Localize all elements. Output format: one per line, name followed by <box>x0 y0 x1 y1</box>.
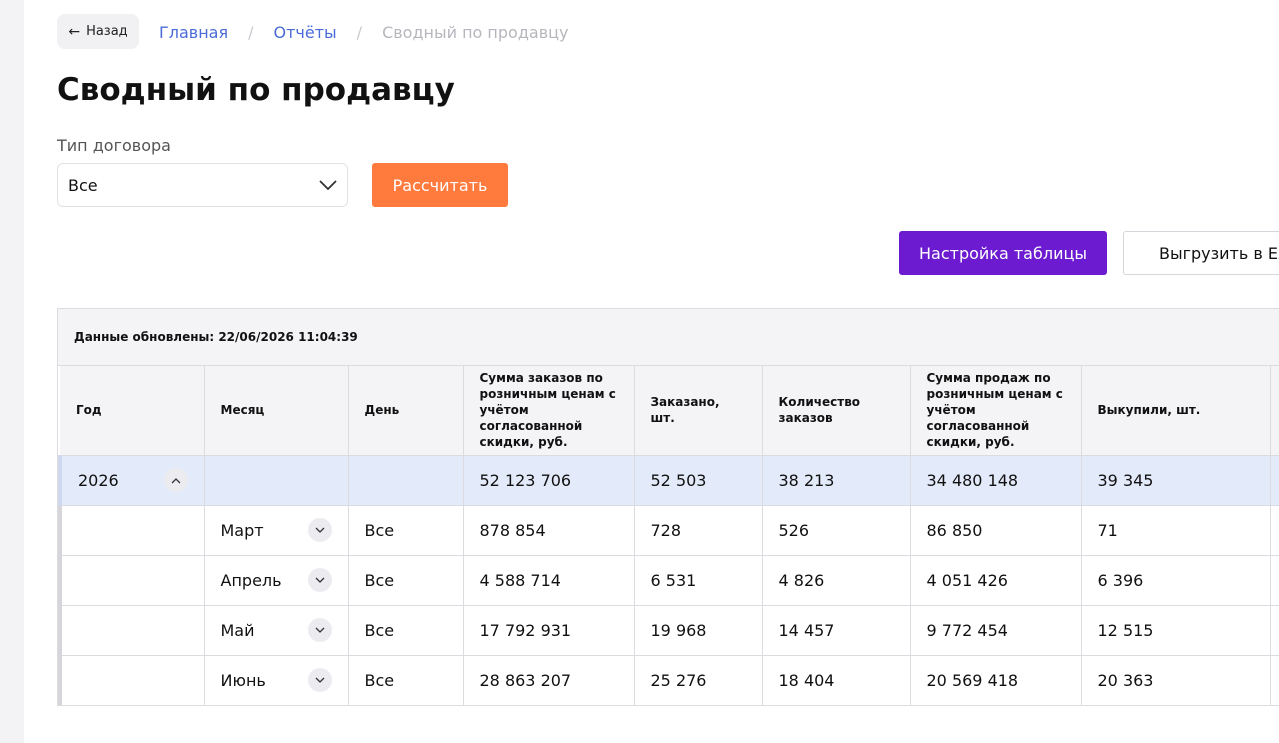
chevron-up-icon <box>171 477 180 483</box>
year-cell <box>58 505 205 556</box>
ordered-qty-cell: 19 968 <box>634 605 763 656</box>
sales-sum-cell: 34 480 148 <box>910 455 1082 506</box>
calculate-button[interactable]: Рассчитать <box>372 163 508 207</box>
header-orders-sum[interactable]: Сумма заказов по розничным ценам с учёто… <box>463 366 635 456</box>
breadcrumb-current: Сводный по продавцу <box>382 22 569 42</box>
day-cell: Все <box>348 505 464 556</box>
year-value: 2026 <box>78 470 119 490</box>
ordered-qty-cell: 52 503 <box>634 455 763 506</box>
main-content: ← Назад Главная / Отчёты / Сводный по пр… <box>24 0 1279 743</box>
orders-sum-cell: 28 863 207 <box>463 655 635 705</box>
overflow-cell <box>1270 505 1279 556</box>
sales-sum-cell: 20 569 418 <box>910 655 1082 705</box>
chevron-down-icon <box>315 527 324 533</box>
month-value: Март <box>220 520 264 540</box>
overflow-cell <box>1270 555 1279 606</box>
page-title: Сводный по продавцу <box>57 72 455 108</box>
table-row[interactable]: Май Все 17 792 931 19 968 14 457 9 772 4… <box>58 605 1279 656</box>
bought-qty-cell: 71 <box>1081 505 1271 556</box>
header-day[interactable]: День <box>348 366 464 456</box>
month-value: Апрель <box>220 570 282 590</box>
day-cell: Все <box>348 555 464 606</box>
arrow-left-icon: ← <box>68 23 81 40</box>
breadcrumb-separator: / <box>248 22 254 42</box>
month-cell: Май <box>204 605 349 656</box>
data-updated-text: Данные обновлены: 22/06/2026 11:04:39 <box>58 309 1279 366</box>
ordered-qty-cell: 728 <box>634 505 763 556</box>
orders-count-cell: 526 <box>762 505 911 556</box>
orders-sum-cell: 878 854 <box>463 505 635 556</box>
header-bought-qty[interactable]: Выкупили, шт. <box>1081 366 1271 456</box>
bought-qty-cell: 39 345 <box>1081 455 1271 506</box>
year-cell <box>58 605 205 656</box>
expand-month-button[interactable] <box>307 618 332 642</box>
bought-qty-cell: 12 515 <box>1081 605 1271 656</box>
table-row[interactable]: Март Все 878 854 728 526 86 850 71 <box>58 505 1279 556</box>
contract-type-label: Тип договора <box>57 136 171 155</box>
overflow-cell <box>1270 655 1279 705</box>
collapse-year-button[interactable] <box>163 468 188 492</box>
header-month[interactable]: Месяц <box>204 366 349 456</box>
chevron-down-icon <box>315 577 324 583</box>
orders-sum-cell: 4 588 714 <box>463 555 635 606</box>
orders-count-cell: 18 404 <box>762 655 911 705</box>
chevron-down-icon <box>315 627 324 633</box>
contract-type-select[interactable]: Все <box>57 163 348 207</box>
sales-sum-cell: 4 051 426 <box>910 555 1082 606</box>
expand-month-button[interactable] <box>307 668 332 692</box>
left-sidebar-strip <box>0 0 24 743</box>
month-value: Июнь <box>220 670 266 690</box>
month-value: Май <box>220 620 255 640</box>
breadcrumb: Главная / Отчёты / Сводный по продавцу <box>159 21 569 43</box>
orders-count-cell: 4 826 <box>762 555 911 606</box>
table-header-row: Год Месяц День Сумма заказов по розничны… <box>60 366 1279 456</box>
year-cell <box>58 555 205 606</box>
day-cell: Все <box>348 605 464 656</box>
month-cell: Март <box>204 505 349 556</box>
report-table-container: Данные обновлены: 22/06/2026 11:04:39 Го… <box>57 308 1279 706</box>
table-row[interactable]: Апрель Все 4 588 714 6 531 4 826 4 051 4… <box>58 555 1279 606</box>
sales-sum-cell: 9 772 454 <box>910 605 1082 656</box>
day-cell: Все <box>348 655 464 705</box>
export-excel-button[interactable]: Выгрузить в Excel <box>1123 231 1279 275</box>
chevron-down-icon <box>319 180 337 191</box>
back-button-label: Назад <box>86 24 128 39</box>
table-row[interactable]: Июнь Все 28 863 207 25 276 18 404 20 569… <box>58 655 1279 705</box>
header-ordered-qty[interactable]: Заказано, шт. <box>634 366 763 456</box>
breadcrumb-home[interactable]: Главная <box>159 22 229 42</box>
month-cell: Июнь <box>204 655 349 705</box>
month-cell: Апрель <box>204 555 349 606</box>
header-overflow <box>1270 366 1279 456</box>
month-cell <box>204 455 349 506</box>
chevron-down-icon <box>315 677 324 683</box>
header-sales-sum[interactable]: Сумма продаж по розничным ценам с учётом… <box>910 366 1082 456</box>
ordered-qty-cell: 6 531 <box>634 555 763 606</box>
breadcrumb-reports[interactable]: Отчёты <box>273 22 337 42</box>
overflow-cell <box>1270 605 1279 656</box>
bought-qty-cell: 20 363 <box>1081 655 1271 705</box>
report-table: Год Месяц День Сумма заказов по розничны… <box>58 366 1279 705</box>
header-orders-count[interactable]: Количество заказов <box>762 366 911 456</box>
day-cell <box>348 455 464 506</box>
breadcrumb-separator: / <box>356 22 363 42</box>
year-cell <box>58 655 205 705</box>
orders-count-cell: 38 213 <box>762 455 911 506</box>
table-row-year[interactable]: 2026 52 123 706 52 503 38 213 34 480 148… <box>58 455 1279 506</box>
bought-qty-cell: 6 396 <box>1081 555 1271 606</box>
orders-sum-cell: 52 123 706 <box>463 455 635 506</box>
sales-sum-cell: 86 850 <box>910 505 1082 556</box>
back-button[interactable]: ← Назад <box>57 14 139 49</box>
table-settings-button[interactable]: Настройка таблицы <box>899 231 1107 275</box>
header-year[interactable]: Год <box>60 366 205 456</box>
ordered-qty-cell: 25 276 <box>634 655 763 705</box>
orders-sum-cell: 17 792 931 <box>463 605 635 656</box>
expand-month-button[interactable] <box>307 518 332 542</box>
year-cell: 2026 <box>58 455 205 506</box>
orders-count-cell: 14 457 <box>762 605 911 656</box>
expand-month-button[interactable] <box>307 568 332 592</box>
contract-type-value: Все <box>68 175 98 195</box>
overflow-cell <box>1270 455 1279 506</box>
